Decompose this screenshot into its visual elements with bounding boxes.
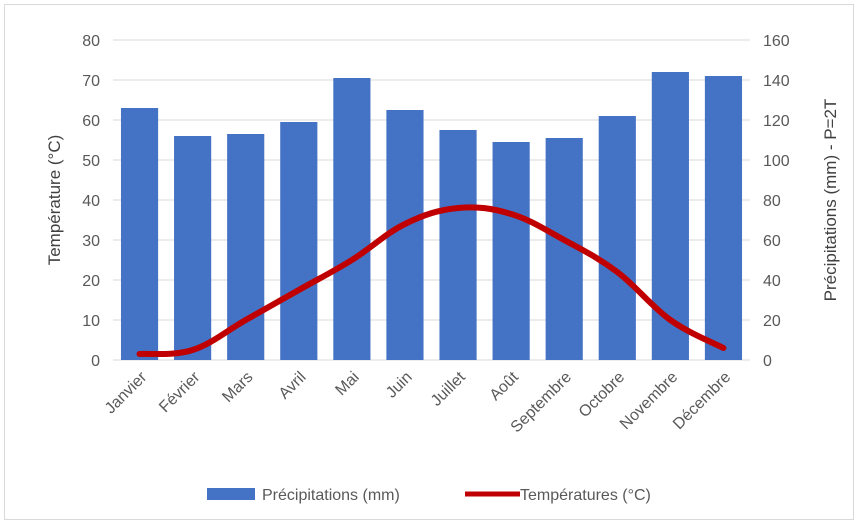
- right-tick-label: 160: [763, 33, 790, 50]
- bar-mai: [333, 78, 371, 360]
- right-tick-label: 80: [763, 193, 781, 210]
- legend-label-temperatures: Températures (°C): [520, 487, 651, 504]
- bar-août: [492, 142, 530, 360]
- x-tick-label: Octobre: [576, 369, 628, 421]
- left-tick-label: 70: [82, 73, 100, 90]
- x-tick-label: Juin: [383, 369, 416, 402]
- legend-swatch-precipitations: [207, 488, 255, 500]
- gridlines: [113, 39, 750, 361]
- right-axis-ticks: 0 20 40 60 80 100 120 140 160: [763, 33, 790, 370]
- x-axis-ticks: Janvier Février Mars Avril Mai Juin Juillet Aoû…: [102, 368, 734, 436]
- legend: Précipitations (mm) Températures (°C): [207, 487, 651, 504]
- bar-décembre: [704, 76, 743, 360]
- bar-octobre: [598, 116, 636, 360]
- bar-avril: [280, 122, 318, 360]
- right-axis-title: Précipitations (mm) - P=2T: [821, 99, 840, 302]
- right-tick-label: 0: [763, 353, 772, 370]
- left-tick-label: 10: [82, 313, 100, 330]
- right-tick-label: 120: [763, 113, 790, 130]
- x-tick-label: Mai: [332, 369, 362, 399]
- bar-février: [174, 136, 212, 360]
- left-axis-title: Température (°C): [45, 135, 64, 266]
- left-tick-label: 60: [82, 113, 100, 130]
- left-tick-label: 80: [82, 33, 100, 50]
- x-tick-label: Mars: [219, 369, 256, 406]
- x-tick-label: Août: [487, 368, 523, 404]
- bar-juillet: [439, 130, 477, 360]
- left-tick-label: 0: [91, 353, 100, 370]
- precipitation-bars: [120, 72, 743, 360]
- right-tick-label: 40: [763, 273, 781, 290]
- x-tick-label: Avril: [276, 369, 310, 403]
- x-tick-label: Juillet: [428, 368, 469, 409]
- left-tick-label: 40: [82, 193, 100, 210]
- bar-janvier: [120, 108, 159, 360]
- right-tick-label: 100: [763, 153, 790, 170]
- x-tick-label: Décembre: [670, 369, 734, 433]
- x-tick-label: Janvier: [102, 368, 151, 417]
- temperature-line: [136, 204, 727, 358]
- bar-juin: [386, 110, 424, 360]
- legend-label-precipitations: Précipitations (mm): [262, 487, 400, 504]
- left-axis-ticks: 0 10 20 30 40 50 60 70 80: [82, 33, 100, 370]
- left-tick-label: 30: [82, 233, 100, 250]
- right-tick-label: 140: [763, 73, 790, 90]
- right-tick-label: 20: [763, 313, 781, 330]
- left-tick-label: 50: [82, 153, 100, 170]
- x-tick-label: Février: [156, 368, 204, 416]
- temperature-line-layer: [136, 204, 727, 358]
- right-tick-label: 60: [763, 233, 781, 250]
- left-tick-label: 20: [82, 273, 100, 290]
